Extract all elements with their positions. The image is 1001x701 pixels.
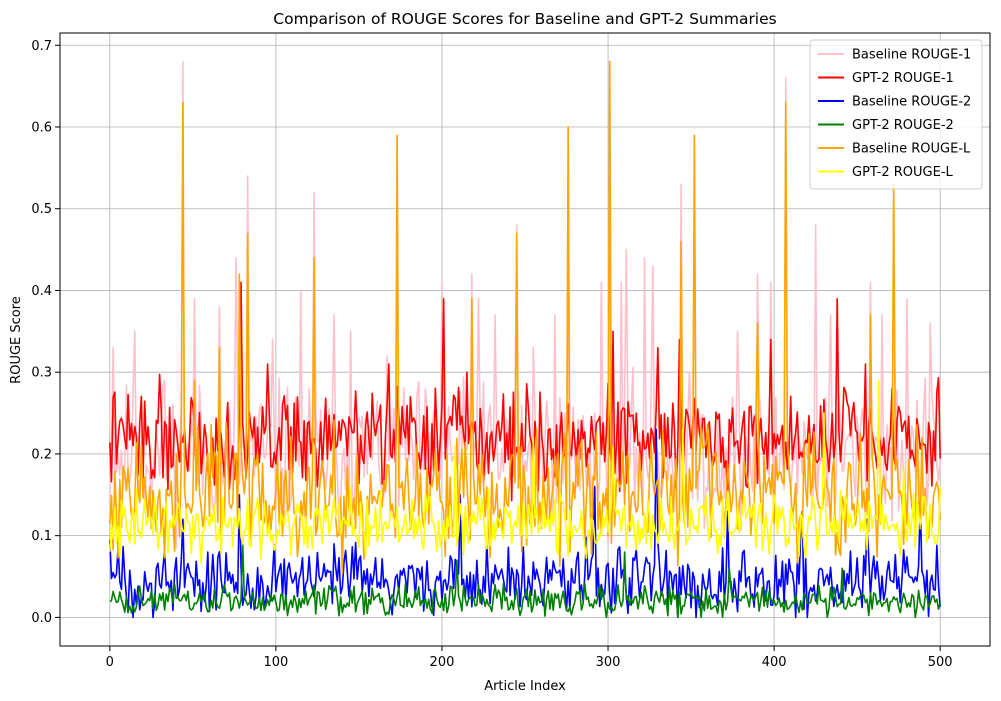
y-tick-label: 0.5: [31, 202, 52, 217]
series-lines: [109, 60, 941, 619]
series-line: [109, 379, 941, 565]
y-axis: 0.0 0.1 0.2 0.3 0.4 0.5 0.6 0.7: [31, 39, 60, 626]
y-tick-label: 0.2: [31, 447, 52, 462]
x-axis-label: Article Index: [484, 679, 566, 694]
x-tick-label: 200: [430, 655, 455, 670]
legend-label: Baseline ROUGE-1: [852, 48, 971, 63]
x-tick-label: 300: [596, 655, 621, 670]
y-tick-label: 0.7: [31, 39, 52, 54]
y-tick-label: 0.4: [31, 284, 52, 299]
legend-label: GPT-2 ROUGE-2: [852, 118, 954, 133]
legend-label: Baseline ROUGE-2: [852, 95, 971, 110]
legend-label: GPT-2 ROUGE-1: [852, 71, 954, 86]
legend: Baseline ROUGE-1 GPT-2 ROUGE-1 Baseline RO…: [809, 39, 983, 190]
legend-label: Baseline ROUGE-L: [852, 142, 971, 157]
legend-label: GPT-2 ROUGE-L: [852, 165, 954, 180]
x-tick-label: 0: [106, 655, 114, 670]
y-tick-label: 0.6: [31, 120, 52, 135]
x-tick-label: 400: [762, 655, 787, 670]
x-tick-label: 100: [263, 655, 288, 670]
series-line: [109, 543, 941, 619]
y-tick-label: 0.0: [31, 611, 52, 626]
legend-box: [809, 39, 983, 190]
x-axis: 0 100 200 300 400 500: [106, 646, 953, 670]
y-tick-label: 0.1: [31, 529, 52, 544]
chart-title: Comparison of ROUGE Scores for Baseline …: [273, 10, 776, 28]
y-tick-label: 0.3: [31, 366, 52, 381]
x-tick-label: 500: [928, 655, 953, 670]
series-line: [109, 60, 941, 575]
plot-frame: [59, 32, 991, 647]
y-axis-label: ROUGE Score: [9, 296, 24, 384]
